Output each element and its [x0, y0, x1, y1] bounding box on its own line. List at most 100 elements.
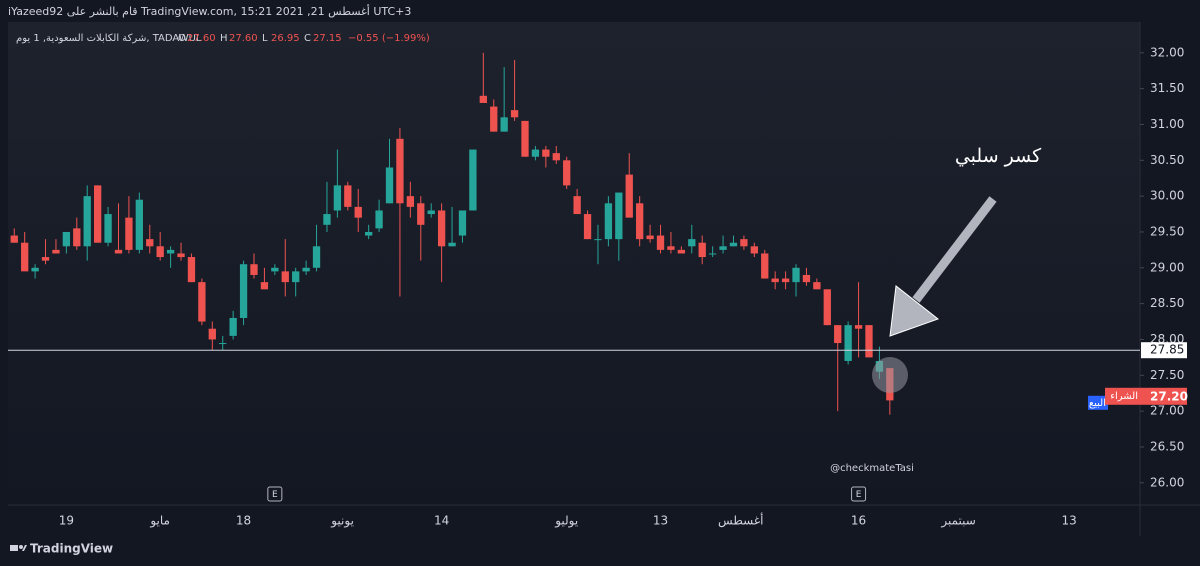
annotation: كسر سلبي: [955, 145, 1042, 167]
candle-body: [312, 246, 321, 268]
logo-dot: [19, 545, 23, 549]
candle-body: [344, 185, 352, 207]
x-tick-label: 16: [851, 514, 866, 528]
candle-body: [490, 106, 498, 132]
candle-body: [302, 267, 310, 272]
y-tick-label: 30.00: [1150, 189, 1184, 203]
ohlc-legend: O 27.60 H 27.60 L 26.95 C 27.15 −0.55 (−1.99%): [178, 33, 430, 44]
candle-body: [531, 149, 540, 157]
candle-body: [166, 249, 175, 254]
y-tick-label: 29.00: [1150, 260, 1184, 274]
y-tick-label: 27.00: [1150, 404, 1184, 418]
candle-body: [229, 317, 237, 336]
x-tick-label: مايو: [149, 514, 170, 529]
candle-body: [73, 228, 81, 247]
candle-body: [177, 253, 185, 258]
ohlc-value: 27.60: [229, 33, 258, 44]
candle-body: [62, 231, 71, 247]
candle-body: [458, 210, 467, 236]
candle-body: [844, 325, 852, 361]
y-tick-label: 30.50: [1150, 153, 1184, 167]
y-tick-label: 32.00: [1150, 45, 1184, 59]
candle-body: [437, 210, 446, 247]
arrow-head: [889, 285, 940, 337]
ohlc-change: −0.55 (−1.99%): [348, 33, 430, 44]
candle-body: [594, 239, 602, 241]
sell-box: [1088, 395, 1108, 410]
ohlc-value: 26.95: [271, 33, 300, 44]
candle-body: [281, 271, 289, 283]
candle-body: [698, 242, 706, 258]
buy-box: [1105, 387, 1141, 405]
y-tick-label: 26.00: [1150, 475, 1184, 489]
logo-mark: [10, 545, 18, 551]
ohlc-key: C: [304, 33, 311, 44]
candle-body: [761, 253, 769, 279]
candle-body: [125, 217, 133, 250]
candle-body: [792, 267, 800, 283]
y-tick-label: 31.00: [1150, 117, 1184, 131]
candle-body: [781, 278, 790, 283]
candle-body: [615, 192, 623, 240]
highlight-circle: [872, 357, 908, 393]
candle-body: [271, 267, 279, 272]
event-label: E: [856, 490, 862, 500]
price-line-label: 27.85: [1150, 343, 1184, 357]
candle-body: [469, 149, 477, 211]
candle-body: [500, 117, 508, 132]
candle-body: [52, 249, 60, 254]
footer-text: TradingView: [30, 542, 113, 556]
candle-body: [865, 325, 873, 358]
candle-body: [573, 196, 581, 215]
candle-body: [208, 328, 216, 340]
x-tick-label: 14: [434, 514, 449, 528]
candle-body: [250, 264, 258, 275]
candle-body: [771, 278, 779, 283]
candle-body: [740, 239, 748, 247]
candle-body: [83, 196, 91, 247]
candle-body: [750, 246, 758, 254]
candle-body: [333, 185, 342, 211]
ohlc-key: L: [262, 33, 268, 44]
candle-body: [510, 110, 519, 118]
candle-body: [406, 196, 414, 207]
y-tick-label: 27.50: [1150, 368, 1184, 382]
candle-body: [41, 257, 50, 261]
footer-logo: [10, 545, 27, 551]
ohlc-value: 27.60: [187, 33, 216, 44]
candle-body: [583, 214, 592, 240]
x-tick-label: 13: [653, 514, 668, 528]
ohlc-key: O: [178, 33, 186, 44]
x-tick-label: سبتمبر: [940, 514, 975, 529]
candle-body: [708, 253, 717, 255]
candle-body: [563, 160, 571, 186]
candle-body: [323, 214, 331, 225]
candle-body: [156, 246, 164, 258]
event-box: [851, 486, 867, 502]
candle-body: [646, 235, 654, 240]
candle-body: [448, 242, 456, 247]
candle-body: [385, 167, 394, 204]
event-box: [267, 486, 283, 502]
candle-body: [625, 174, 633, 218]
candle-body: [146, 239, 154, 247]
candle-body: [417, 203, 425, 225]
candle-body: [187, 257, 196, 283]
candle-body: [688, 239, 696, 247]
candle-body: [93, 185, 102, 243]
sell-label: البيع: [1089, 398, 1106, 409]
symbol: شركة الكابلات السعودية, 1 يوم, TADAWUL: [16, 33, 202, 44]
candle-body: [198, 282, 206, 322]
candle-body: [802, 274, 811, 283]
y-tick-label: 29.50: [1150, 224, 1184, 238]
top-bar: iYazeed92 قام بالنشر على TradingView.com…: [8, 4, 411, 18]
y-tick-label: 28.50: [1150, 296, 1184, 310]
candle-body: [823, 289, 831, 326]
candle-body: [354, 206, 362, 218]
candle-body: [656, 235, 665, 250]
candle-body: [677, 249, 686, 254]
last-price-label: 27.20: [1150, 389, 1188, 403]
candle-body: [239, 264, 248, 318]
candle-body: [813, 282, 821, 290]
